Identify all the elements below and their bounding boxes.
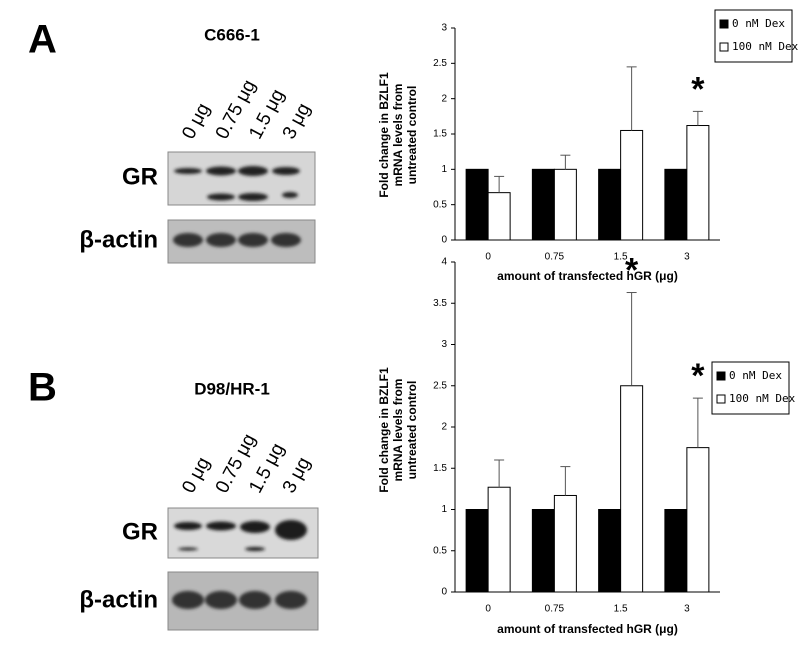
lane-label: 3 μg bbox=[279, 454, 315, 497]
bar bbox=[487, 486, 511, 593]
bar bbox=[620, 129, 644, 241]
significance: * bbox=[691, 70, 705, 108]
legend-swatch bbox=[716, 394, 726, 404]
bar bbox=[664, 509, 688, 593]
panel-letter: B bbox=[28, 366, 57, 410]
x-axis-label: amount of transfected hGR (μg) bbox=[497, 269, 678, 283]
y-tick-label: 1.5 bbox=[433, 463, 447, 474]
legend-swatch bbox=[719, 42, 729, 52]
y-tick-label: 4 bbox=[441, 257, 447, 268]
bar bbox=[553, 494, 577, 593]
blot-label: β-actin bbox=[79, 226, 158, 253]
legend-box bbox=[711, 361, 790, 415]
y-tick-label: 1.5 bbox=[433, 129, 447, 140]
cell-line: D98/HR-1 bbox=[194, 379, 270, 398]
significance: * bbox=[625, 252, 639, 290]
y-tick-label: 1 bbox=[441, 504, 447, 515]
lane-label: 0 μg bbox=[178, 100, 214, 143]
y-tick-label: 2.5 bbox=[433, 58, 447, 69]
blot-label: GR bbox=[122, 163, 158, 190]
cell-line: C666-1 bbox=[204, 25, 260, 44]
error-bar bbox=[560, 466, 571, 496]
error-bar bbox=[626, 292, 637, 386]
legend: 0 nM Dex 100 nM Dex bbox=[714, 9, 799, 63]
y-tick-label: 2 bbox=[441, 422, 447, 433]
error-bar bbox=[692, 397, 703, 448]
legend: 0 nM Dex 100 nM Dex bbox=[711, 361, 796, 415]
y-tick-label: 0 bbox=[441, 235, 447, 246]
legend-label: 100 nM Dex bbox=[732, 40, 799, 53]
y-axis-label: Fold change in BZLF1 bbox=[377, 367, 391, 493]
bar bbox=[686, 447, 710, 593]
y-tick-label: 0.5 bbox=[433, 545, 447, 556]
bar bbox=[598, 168, 622, 241]
y-tick-label: 3.5 bbox=[433, 298, 447, 309]
blot-images bbox=[167, 151, 319, 631]
blot-label: β-actin bbox=[79, 586, 158, 613]
x-tick-label: 0 bbox=[485, 252, 491, 263]
x-tick-label: 0 bbox=[485, 604, 491, 615]
legend-label: 0 nM Dex bbox=[732, 17, 785, 30]
x-axis-label: amount of transfected hGR (μg) bbox=[497, 622, 678, 636]
blot-label: GR bbox=[122, 518, 158, 545]
bar bbox=[664, 168, 688, 241]
y-tick-label: 1 bbox=[441, 164, 447, 175]
panel-letter: A bbox=[28, 18, 57, 62]
y-axis-label: Fold change in BZLF1 bbox=[377, 72, 391, 198]
legend-box bbox=[714, 9, 793, 63]
x-tick-label: 0.75 bbox=[545, 604, 565, 615]
x-tick-label: 1.5 bbox=[614, 604, 628, 615]
y-axis-label: untreated control bbox=[405, 381, 419, 480]
legend-label: 100 nM Dex bbox=[729, 392, 796, 405]
lane-label: 0 μg bbox=[178, 454, 214, 497]
bar bbox=[465, 509, 489, 593]
y-tick-label: 0.5 bbox=[433, 199, 447, 210]
bar bbox=[686, 125, 710, 241]
bar bbox=[531, 168, 555, 241]
legend-swatch bbox=[719, 19, 729, 29]
x-tick-label: 3 bbox=[684, 604, 690, 615]
lane-label: 3 μg bbox=[279, 100, 315, 143]
y-axis-label: mRNA levels from bbox=[391, 379, 405, 482]
x-tick-label: 3 bbox=[684, 252, 690, 263]
bar bbox=[553, 168, 577, 241]
bar bbox=[598, 509, 622, 593]
legend-label: 0 nM Dex bbox=[729, 369, 782, 382]
legend-swatch bbox=[716, 371, 726, 381]
y-axis-label: untreated control bbox=[405, 86, 419, 185]
y-tick-label: 3 bbox=[441, 23, 447, 34]
error-bar bbox=[494, 175, 505, 193]
x-tick-label: 0.75 bbox=[545, 252, 565, 263]
y-axis-label: mRNA levels from bbox=[391, 84, 405, 187]
bar bbox=[531, 509, 555, 593]
significance: * bbox=[691, 357, 705, 395]
error-bar bbox=[560, 154, 571, 170]
bar bbox=[620, 385, 644, 593]
bar bbox=[465, 168, 489, 241]
y-tick-label: 3 bbox=[441, 339, 447, 350]
y-tick-label: 0 bbox=[441, 587, 447, 598]
x-tick-label: 1.5 bbox=[614, 252, 628, 263]
error-bar bbox=[692, 110, 703, 126]
error-bar bbox=[494, 459, 505, 488]
error-bar bbox=[626, 66, 637, 131]
bar bbox=[487, 192, 511, 241]
y-tick-label: 2.5 bbox=[433, 380, 447, 391]
y-tick-label: 2 bbox=[441, 93, 447, 104]
